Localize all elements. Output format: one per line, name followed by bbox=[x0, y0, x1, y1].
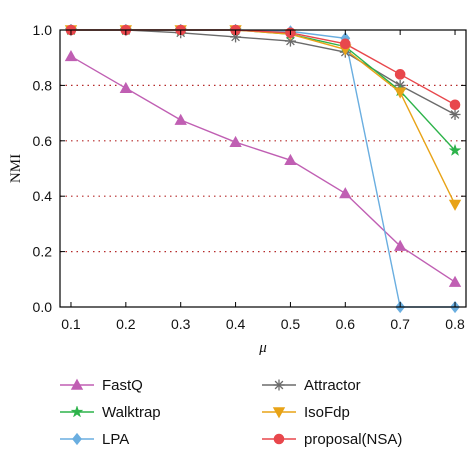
series-line-isofdp bbox=[70, 29, 456, 205]
data-point-fastq bbox=[119, 81, 133, 93]
x-tick-label: 0.6 bbox=[336, 316, 356, 332]
y-tick-label: 0.8 bbox=[33, 77, 53, 93]
data-point-fastq bbox=[448, 275, 462, 287]
data-point-attractor bbox=[449, 108, 461, 120]
data-point-proposal-nsa bbox=[449, 99, 461, 111]
legend-item-walktrap: Walktrap bbox=[60, 404, 161, 421]
axis-ticks: 0.1 0.2 0.3 0.4 0.5 0.6 0.7 0.8 0.0 0.2 0.4 0.6 0.8 1… bbox=[33, 22, 466, 332]
legend-label-proposal-nsa: proposal(NSA) bbox=[304, 431, 402, 448]
data-point-fastq bbox=[339, 187, 352, 199]
data-point-fastq bbox=[284, 153, 297, 165]
data-point-fastq bbox=[393, 239, 407, 251]
y-tick-label: 0.2 bbox=[33, 244, 53, 260]
legend-item-lpa: LPA bbox=[60, 431, 129, 448]
data-point-fastq bbox=[229, 135, 242, 147]
legend-marker-lpa bbox=[72, 432, 82, 446]
legend-item-fastq: FastQ bbox=[60, 377, 143, 394]
legend-label-lpa: LPA bbox=[102, 431, 129, 448]
legend-item-isofdp: IsoFdp bbox=[262, 404, 350, 421]
legend-item-proposal-nsa: proposal(NSA) bbox=[262, 431, 402, 448]
data-point-fastq bbox=[174, 113, 187, 125]
legend-label-attractor: Attractor bbox=[304, 377, 361, 394]
x-axis-title: μ bbox=[258, 340, 267, 356]
x-tick-label: 0.8 bbox=[445, 316, 465, 332]
legend-label-walktrap: Walktrap bbox=[102, 404, 161, 421]
x-tick-label: 0.3 bbox=[171, 316, 191, 332]
x-tick-label: 0.4 bbox=[226, 316, 246, 332]
data-point-isofdp bbox=[393, 87, 407, 99]
x-tick-label: 0.5 bbox=[281, 316, 301, 332]
series-markers bbox=[64, 23, 462, 314]
y-tick-label: 0.0 bbox=[33, 299, 53, 315]
data-point-proposal-nsa bbox=[394, 69, 406, 80]
x-tick-label: 0.1 bbox=[61, 316, 81, 332]
series-line-fastq bbox=[70, 55, 456, 283]
legend: FastQ Attractor Walktrap IsoFdp LPA proposal(… bbox=[60, 377, 402, 448]
y-tick-label: 1.0 bbox=[33, 22, 53, 38]
x-tick-label: 0.7 bbox=[390, 316, 410, 332]
legend-label-fastq: FastQ bbox=[102, 377, 143, 394]
legend-marker-fastq bbox=[70, 378, 84, 390]
y-axis-title: NMI bbox=[8, 154, 24, 183]
y-tick-label: 0.4 bbox=[33, 188, 53, 204]
gridlines bbox=[60, 84, 466, 253]
legend-marker-proposal-nsa bbox=[273, 433, 285, 445]
legend-marker-isofdp bbox=[272, 407, 286, 419]
y-tick-label: 0.6 bbox=[33, 133, 53, 149]
legend-label-isofdp: IsoFdp bbox=[304, 404, 350, 421]
legend-item-attractor: Attractor bbox=[262, 377, 361, 394]
data-point-walktrap bbox=[448, 143, 462, 156]
data-point-fastq bbox=[64, 49, 78, 62]
x-tick-label: 0.2 bbox=[116, 316, 136, 332]
data-point-isofdp bbox=[448, 199, 462, 211]
data-point-proposal-nsa bbox=[339, 38, 351, 50]
legend-marker-walktrap bbox=[70, 405, 84, 418]
plot-frame bbox=[59, 29, 467, 308]
legend-marker-attractor bbox=[273, 379, 285, 391]
